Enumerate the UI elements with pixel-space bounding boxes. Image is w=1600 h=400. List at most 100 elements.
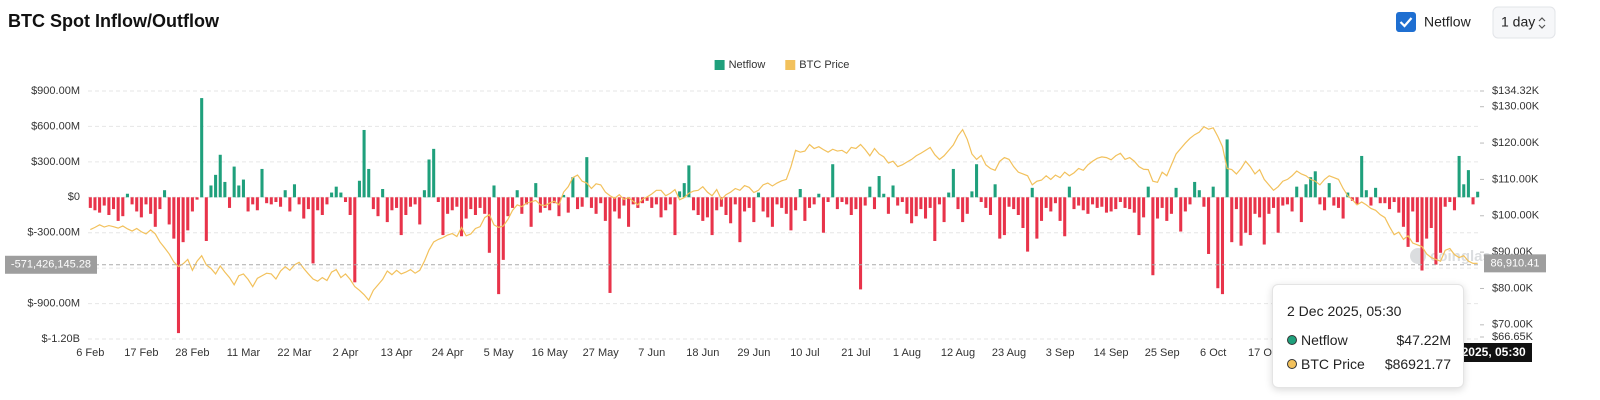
bar (543, 197, 547, 208)
bar (1253, 197, 1257, 214)
bar (186, 197, 190, 231)
bar (1309, 177, 1313, 198)
bar (738, 197, 742, 243)
bar (859, 197, 863, 290)
bar (863, 197, 867, 206)
bar (1039, 197, 1044, 221)
bar (464, 197, 468, 219)
bar (919, 197, 923, 210)
y-tick-label: $600.00M (31, 120, 80, 132)
bar (589, 197, 593, 208)
bar (121, 197, 125, 217)
x-tick-label: 10 Jul (790, 347, 819, 359)
bar (316, 197, 320, 211)
bar (362, 129, 366, 198)
bar (176, 197, 181, 334)
bar (1077, 197, 1081, 206)
bar (696, 197, 700, 215)
bar (1142, 197, 1146, 218)
bar (743, 197, 747, 212)
tooltip-dot (1287, 335, 1297, 345)
bar (910, 197, 914, 224)
bar (450, 197, 454, 211)
bar (1244, 197, 1248, 233)
bar (965, 197, 969, 214)
bar (1109, 197, 1113, 212)
interval-select[interactable] (1492, 6, 1556, 39)
bar (1091, 197, 1095, 205)
bar (886, 197, 890, 214)
bar (116, 197, 120, 221)
bar (436, 197, 440, 203)
bar (88, 197, 92, 208)
bar (682, 183, 686, 198)
bar (1332, 197, 1336, 206)
x-tick-label: 24 Apr (432, 347, 464, 359)
bar (784, 197, 788, 214)
bar (469, 197, 473, 210)
bar (265, 197, 269, 204)
bar (353, 197, 357, 283)
bar (705, 197, 709, 218)
tooltip-dot (1287, 359, 1297, 369)
bar (111, 197, 116, 210)
bar (603, 197, 607, 221)
bar (608, 197, 612, 293)
bar (93, 197, 97, 211)
bar (1383, 197, 1387, 204)
bar (845, 197, 849, 205)
bar (1179, 197, 1183, 232)
bar (158, 197, 162, 210)
bar (756, 192, 761, 198)
bar (181, 197, 185, 243)
bar (571, 177, 575, 198)
bar (223, 181, 227, 198)
bar (251, 197, 255, 205)
checkbox-check (1399, 17, 1413, 28)
bar (1151, 197, 1155, 276)
bar (673, 197, 677, 236)
bar (1336, 197, 1341, 208)
x-tick-label: 13 Apr (381, 347, 413, 359)
netflow-checkbox[interactable] (1396, 12, 1416, 32)
bar (399, 197, 403, 236)
bar (668, 197, 672, 205)
bar (1193, 181, 1197, 198)
bar (868, 186, 872, 198)
bar (1355, 197, 1359, 205)
bar (914, 197, 918, 217)
bar (1285, 197, 1289, 205)
bar (1100, 197, 1104, 207)
bar (506, 197, 510, 217)
x-tick-label: 23 Aug (992, 347, 1026, 359)
bar (1165, 197, 1169, 221)
x-tick-label: 6 Oct (1200, 347, 1226, 359)
bar (617, 197, 621, 219)
bar (1276, 197, 1280, 233)
y2-tick-label: $66.65K (1492, 331, 1534, 343)
bar (900, 197, 904, 203)
bar (1360, 155, 1364, 198)
bar (167, 197, 171, 225)
bar (645, 197, 649, 201)
bar (789, 197, 793, 231)
crosshair-y-label: -571,426,145.28 (11, 259, 91, 271)
bar (1374, 187, 1378, 198)
bar (1118, 197, 1122, 203)
bar (1434, 197, 1438, 265)
bar (1007, 197, 1011, 207)
bar (432, 148, 436, 198)
bar (1012, 197, 1016, 210)
bar (794, 197, 798, 211)
bar (473, 197, 477, 215)
bar (701, 197, 705, 221)
bar (334, 186, 338, 198)
bar (594, 197, 598, 214)
x-tick-label: 6 Feb (76, 347, 104, 359)
bar (1378, 197, 1382, 204)
bar (1443, 197, 1447, 207)
legend-label: Netflow (729, 59, 766, 71)
crosshair-y2-box (1484, 254, 1546, 273)
bar (260, 168, 264, 198)
bar (1304, 184, 1308, 198)
